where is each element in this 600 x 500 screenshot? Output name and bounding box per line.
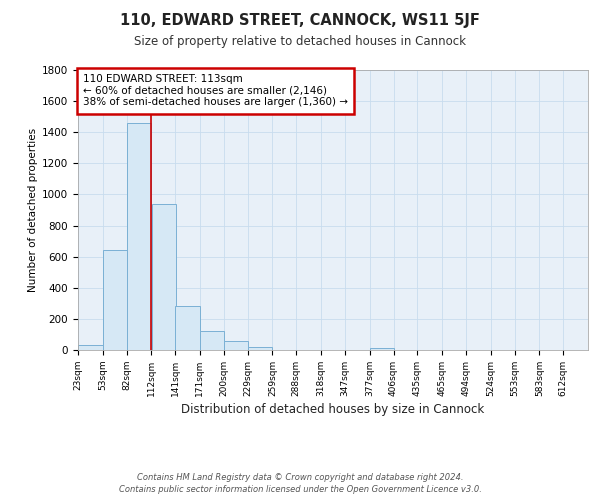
Y-axis label: Number of detached properties: Number of detached properties [28, 128, 38, 292]
Text: 110, EDWARD STREET, CANNOCK, WS11 5JF: 110, EDWARD STREET, CANNOCK, WS11 5JF [120, 12, 480, 28]
Bar [248, 347, 272, 350]
Text: Contains HM Land Registry data © Crown copyright and database right 2024.
Contai: Contains HM Land Registry data © Crown c… [119, 472, 481, 494]
Bar [127, 123, 151, 350]
Bar [78, 344, 103, 350]
Bar [224, 340, 248, 350]
Bar [175, 306, 200, 350]
Text: Distribution of detached houses by size in Cannock: Distribution of detached houses by size … [181, 402, 485, 415]
Bar [200, 330, 224, 350]
Text: Size of property relative to detached houses in Cannock: Size of property relative to detached ho… [134, 35, 466, 48]
Bar [370, 348, 394, 350]
Bar [152, 204, 176, 350]
Text: 110 EDWARD STREET: 113sqm
← 60% of detached houses are smaller (2,146)
38% of se: 110 EDWARD STREET: 113sqm ← 60% of detac… [83, 74, 348, 108]
Bar [103, 250, 127, 350]
